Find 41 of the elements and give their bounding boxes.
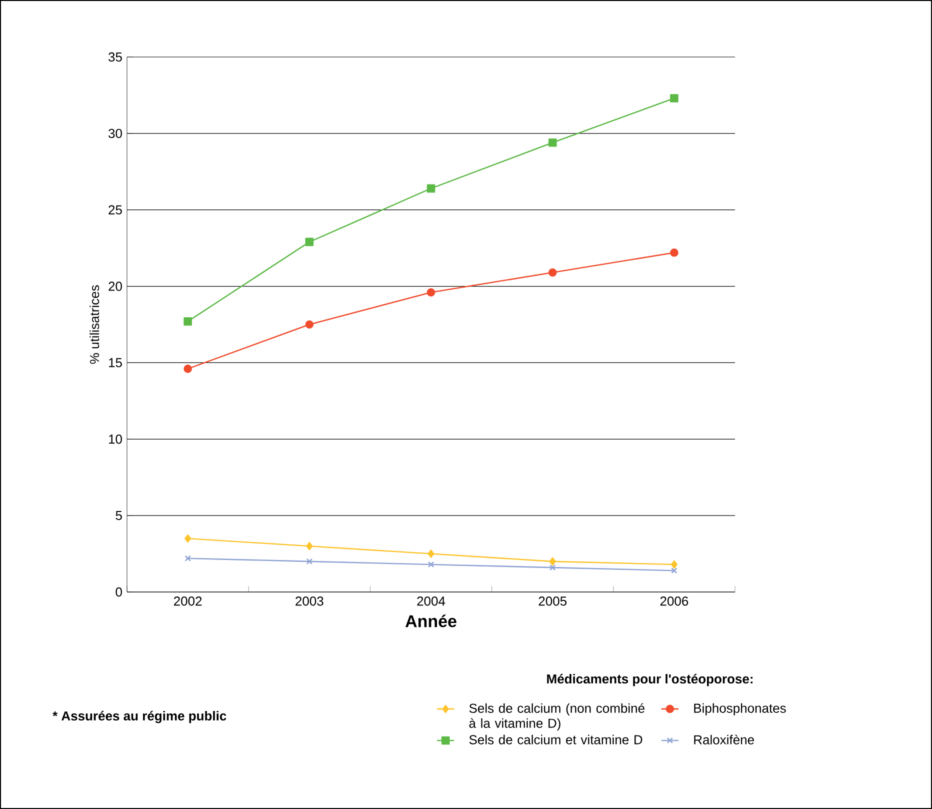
- x-tick-label: 2006: [660, 596, 688, 606]
- point: [184, 317, 192, 326]
- point: [548, 268, 557, 277]
- point: [305, 320, 314, 329]
- legend-label: Biphosphonates: [694, 703, 786, 716]
- point: [549, 564, 556, 571]
- y-tick-label: 30: [108, 128, 122, 138]
- point: [670, 248, 678, 257]
- point: [184, 555, 191, 562]
- y-tick-label: 10: [108, 434, 122, 444]
- x-tick-label: 2005: [538, 596, 567, 606]
- y-tick-label: 5: [116, 511, 122, 520]
- legend-label: Sels de calcium (non combiné à la vitamine D): [469, 703, 644, 730]
- point: [549, 557, 556, 566]
- point: [670, 94, 678, 102]
- point: [428, 561, 434, 568]
- point: [305, 238, 314, 246]
- y-tick-label: 25: [108, 205, 122, 214]
- point: [670, 560, 678, 569]
- point: [671, 567, 678, 574]
- y-axis-title: % utilisatrices: [90, 285, 100, 364]
- y-tick-label: 35: [108, 52, 122, 62]
- x-axis-title: Année: [405, 614, 456, 628]
- y-tick-label: 15: [108, 358, 122, 368]
- legend-title: Médicaments pour l'ostéoporose:: [547, 674, 752, 686]
- x-tick-label: 2004: [417, 596, 446, 606]
- y-tick-label: 0: [116, 587, 122, 597]
- legend-label: Sels de calcium et vitamine D: [469, 734, 642, 744]
- point: [426, 288, 436, 297]
- point: [184, 364, 192, 373]
- point: [428, 550, 434, 558]
- x-tick-label: 2003: [296, 596, 324, 606]
- text: * Assurées au régime public: [52, 710, 226, 724]
- y-tick-label: 20: [108, 282, 122, 291]
- point: [306, 542, 313, 550]
- point: [548, 138, 557, 147]
- point: [184, 534, 192, 543]
- point: [426, 184, 436, 193]
- x-tick-label: 2002: [174, 596, 202, 606]
- legend-label: Raloxifène: [694, 734, 754, 744]
- point: [306, 558, 313, 565]
